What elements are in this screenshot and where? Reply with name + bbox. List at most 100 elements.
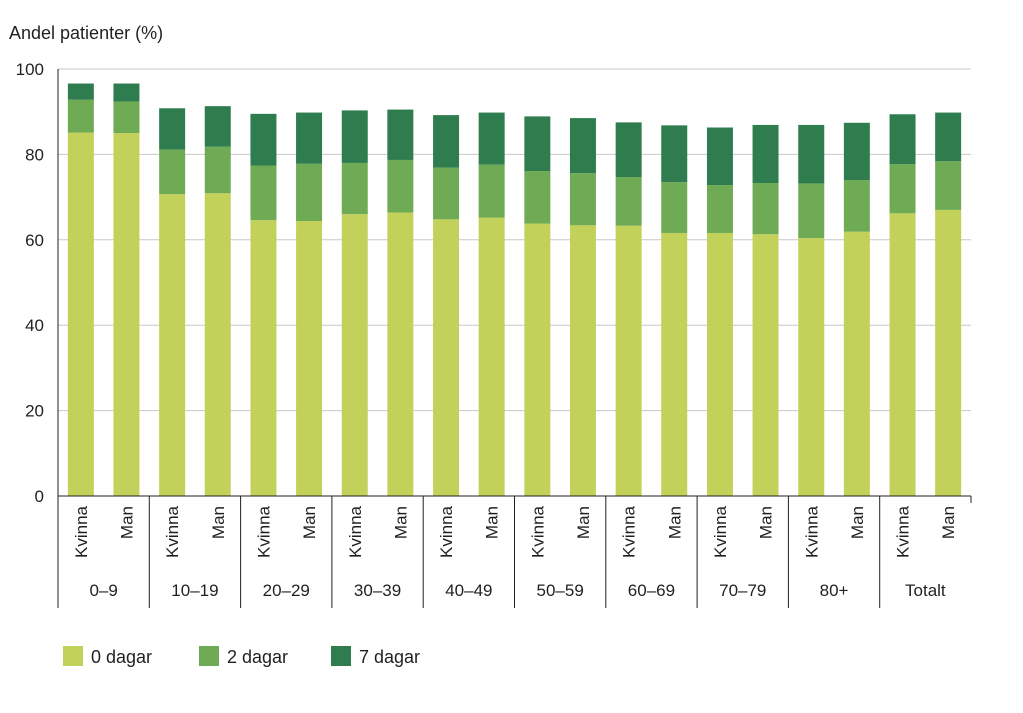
legend-label: 2 dagar — [227, 647, 288, 667]
x-group-label: 30–39 — [354, 581, 401, 600]
bar-segment — [341, 110, 368, 163]
bar-segment — [798, 238, 825, 497]
x-bar-label: Man — [939, 506, 958, 539]
x-bar-label: Man — [574, 506, 593, 539]
bar-segment — [250, 165, 277, 221]
bar-segment — [935, 209, 962, 496]
gridlines — [58, 68, 971, 412]
bar-segment — [204, 193, 231, 496]
x-bar-label: Kvinna — [711, 505, 730, 558]
bar-segment — [204, 146, 231, 194]
bar-segment — [159, 149, 186, 195]
bar-segment — [843, 122, 870, 181]
bar-segment — [798, 183, 825, 239]
bar-segment — [113, 101, 140, 134]
bar-segment — [250, 220, 277, 496]
x-group-label: Totalt — [905, 581, 946, 600]
bar-segment — [433, 115, 460, 168]
bar-segment — [250, 113, 277, 166]
x-group-label: 80+ — [820, 581, 849, 600]
bar-segment — [387, 109, 414, 160]
bar-segment — [113, 83, 140, 102]
bar-segment — [889, 213, 916, 497]
x-group-label: 40–49 — [445, 581, 492, 600]
bar-segment — [752, 124, 779, 184]
y-axis-title: Andel patienter (%) — [9, 23, 163, 43]
bar-segment — [387, 212, 414, 497]
x-group-label: 70–79 — [719, 581, 766, 600]
y-tick-label: 100 — [16, 60, 44, 79]
x-bar-label: Kvinna — [894, 505, 913, 558]
y-tick-label: 40 — [25, 316, 44, 335]
bar-segment — [615, 177, 642, 226]
bar-segment — [752, 183, 779, 235]
bar-segment — [387, 159, 414, 213]
bar-segment — [569, 173, 596, 226]
bar-segment — [296, 163, 323, 222]
y-tick-label: 60 — [25, 231, 44, 250]
y-tick-label: 0 — [35, 487, 44, 506]
bar-segment — [524, 171, 551, 224]
x-bar-label: Man — [665, 506, 684, 539]
bar-segment — [569, 118, 596, 174]
bar-segment — [67, 132, 94, 497]
x-bar-label: Kvinna — [437, 505, 456, 558]
bar-segment — [706, 127, 733, 186]
bar-segment — [341, 214, 368, 496]
bar-segment — [341, 162, 368, 215]
bar-segment — [67, 83, 94, 100]
bar-segment — [433, 167, 460, 220]
x-bar-label: Man — [757, 506, 776, 539]
x-bar-label: Man — [848, 506, 867, 539]
x-bar-label: Man — [117, 506, 136, 539]
bar-segment — [159, 194, 186, 496]
bars — [67, 83, 962, 497]
bar-segment — [935, 112, 962, 162]
bar-segment — [569, 225, 596, 497]
bar-segment — [524, 223, 551, 496]
x-bar-label: Kvinna — [528, 505, 547, 558]
bar-segment — [478, 217, 505, 496]
bar-segment — [433, 219, 460, 496]
bar-segment — [524, 116, 551, 172]
legend: 0 dagar 2 dagar 7 dagar — [63, 646, 420, 667]
x-bar-label: Kvinna — [72, 505, 91, 558]
bar-segment — [67, 99, 94, 133]
legend-swatch — [331, 646, 351, 666]
x-group-label: 0–9 — [89, 581, 117, 600]
bar-segment — [798, 124, 825, 184]
x-bar-label: Man — [209, 506, 228, 539]
bar-segment — [843, 180, 870, 232]
bar-segment — [706, 232, 733, 496]
bar-segment — [935, 161, 962, 210]
bar-segment — [204, 106, 231, 147]
bar-segment — [661, 125, 688, 183]
bar-segment — [752, 234, 779, 496]
legend-swatch — [199, 646, 219, 666]
x-group-label: 20–29 — [263, 581, 310, 600]
x-group-label: 10–19 — [171, 581, 218, 600]
bar-segment — [661, 182, 688, 233]
bar-segment — [706, 185, 733, 233]
bar-segment — [615, 225, 642, 497]
x-group-label: 60–69 — [628, 581, 675, 600]
x-bar-label: Man — [300, 506, 319, 539]
bar-segment — [113, 133, 140, 497]
axes: 0 20 40 60 80 100 Kvinna Man 0–9 Kvinna Man 10–19 Kv… — [16, 60, 972, 608]
legend-swatch — [63, 646, 83, 666]
x-bar-label: Kvinna — [254, 505, 273, 558]
legend-label: 7 dagar — [359, 647, 420, 667]
x-bar-label: Kvinna — [163, 505, 182, 558]
x-bar-label: Kvinna — [620, 505, 639, 558]
x-bar-label: Kvinna — [346, 505, 365, 558]
bar-segment — [889, 164, 916, 214]
x-bar-label: Man — [391, 506, 410, 539]
y-tick-label: 80 — [25, 145, 44, 164]
legend-label: 0 dagar — [91, 647, 152, 667]
bar-segment — [615, 122, 642, 178]
x-group-label: 50–59 — [537, 581, 584, 600]
bar-segment — [159, 108, 186, 150]
x-bar-label: Man — [483, 506, 502, 539]
